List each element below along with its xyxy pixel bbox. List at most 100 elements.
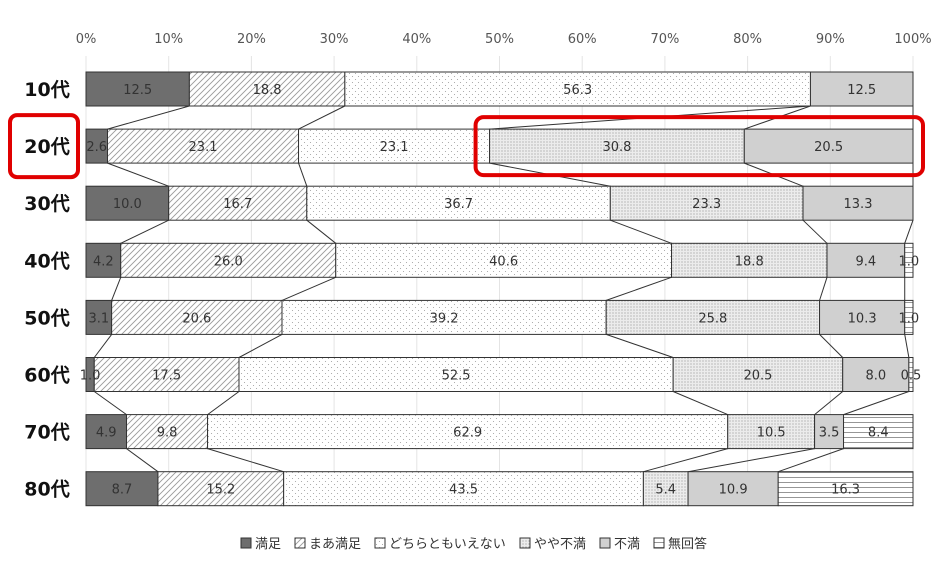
series-line [687,448,815,473]
data-label: 20.5 [743,369,772,384]
bar-segment [609,185,804,221]
data-label: 4.9 [96,426,117,441]
series-line [819,334,844,358]
series-line [843,391,910,416]
data-label: 26.0 [214,254,243,269]
bar-segment [85,185,170,221]
bar-segment [908,357,914,392]
series-line [120,219,169,244]
bar-segment [777,471,914,507]
legend-item: 満足 [240,537,281,552]
data-label: 23.1 [189,140,218,155]
bar-segment [802,185,914,221]
data-label: 40.6 [489,254,518,269]
bar-segment [743,128,914,164]
x-tick-label: 30% [320,32,349,47]
bar-segment [85,242,122,278]
x-tick-label: 0% [76,32,97,47]
legend-label: 満足 [255,537,281,552]
data-label: 12.5 [123,83,152,98]
category-label: 10代 [24,79,69,101]
legend-label: 不満 [614,537,640,552]
data-label: 10.3 [848,311,877,326]
legend-swatch [653,537,665,549]
series-line [207,448,284,473]
legend-item: やや不満 [519,537,586,552]
legend-item: 不満 [599,537,640,552]
series-line [298,105,346,130]
series-line [111,277,122,301]
data-label: 10.0 [113,197,142,212]
bar-segment [281,299,607,335]
series-line [606,333,674,358]
category-label: 60代 [24,365,69,387]
legend-label: やや不満 [534,537,586,552]
bar-segment [687,471,779,507]
bar-segment [111,299,283,335]
data-label: 39.2 [430,311,459,326]
series-line [238,333,283,358]
series-line [904,220,914,244]
data-label: 30.8 [602,140,631,155]
data-label: 4.2 [93,254,114,269]
category-label: 50代 [24,307,69,329]
legend-swatch [519,537,531,549]
series-line [93,391,127,416]
data-label: 1.0 [899,311,920,326]
series-line [814,391,844,415]
x-tick-label: 60% [568,32,597,47]
legend-item: どちらともいえない [374,537,506,552]
series-line [306,219,337,244]
data-label: 8.4 [868,426,889,441]
series-line [107,162,169,187]
legend-swatch [294,537,306,549]
data-label: 3.1 [88,311,109,326]
legend-item: 無回答 [653,536,707,552]
x-tick-label: 10% [154,32,183,47]
bar-segment [642,471,689,507]
data-label: 8.7 [112,483,133,498]
data-label: 62.9 [453,426,482,441]
legend-label: 無回答 [668,536,707,552]
x-tick-label: 90% [816,32,845,47]
category-label: 80代 [24,479,69,501]
x-tick-label: 80% [733,32,762,47]
data-label: 25.8 [698,311,727,326]
bar-segment [306,185,611,221]
bar-segment [168,185,308,221]
data-label: 9.8 [157,426,178,441]
bar-segment [671,242,828,278]
category-label: 30代 [24,193,69,215]
x-tick-label: 20% [237,32,266,47]
data-label: 17.5 [152,369,181,384]
bar-segment [120,242,337,278]
bar-segment [107,128,300,164]
bar-segment [904,242,914,278]
data-label: 15.2 [206,483,235,498]
data-label: 12.5 [847,83,876,98]
data-label: 36.7 [444,197,473,212]
bar-segment [819,299,906,335]
data-label: 13.3 [844,197,873,212]
data-label: 1.0 [80,369,101,384]
data-label: 23.3 [692,197,721,212]
bar-segment [298,128,491,164]
bar-segment [238,357,674,392]
x-tick-label: 100% [894,32,931,47]
series-line [298,162,308,187]
legend-swatch [374,537,386,549]
bar-segment [843,414,914,450]
data-label: 20.6 [182,311,211,326]
series-line [672,391,728,416]
data-label: 52.5 [442,369,471,384]
bar-segment [335,242,673,278]
bar-segment [344,71,811,107]
highlight-segment-box [473,115,925,178]
legend-label: どちらともいえない [389,537,506,552]
bar-segment [85,414,128,450]
data-label: 18.8 [253,83,282,98]
data-label: 16.3 [831,483,860,498]
data-label: 23.1 [380,140,409,155]
